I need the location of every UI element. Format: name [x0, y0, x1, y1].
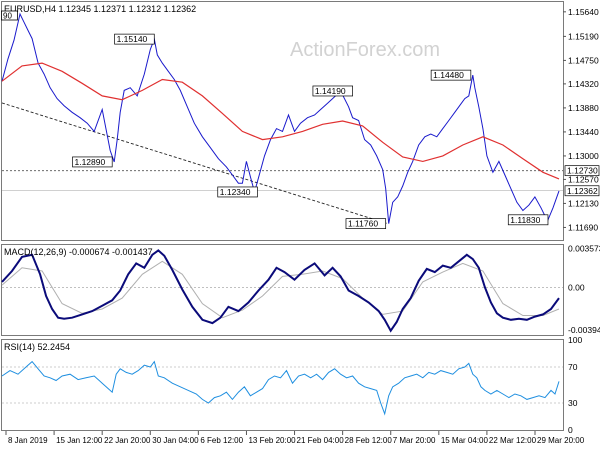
price-annotation-label: 1.14190: [315, 86, 346, 96]
trendline: [1, 102, 388, 225]
price-annotation-label: 1.11830: [510, 215, 540, 225]
price-y-tick-label: 1.12130: [568, 198, 599, 208]
price-y-tick-label: 1.14750: [568, 55, 599, 65]
price-annotation-box: [72, 156, 113, 168]
price-annotation-label: 1.11760: [348, 219, 378, 229]
price-title: EURUSD,H4 1.12345 1.12371 1.12312 1.1236…: [4, 4, 196, 14]
price-annotation-label: 1.15140: [117, 34, 148, 44]
x-tick-label: 7 Mar 20:00: [393, 436, 436, 445]
price-horizontal-levels: [1, 102, 563, 225]
x-tick-label: 13 Feb 20:00: [248, 436, 296, 445]
price-annotation-box: [430, 69, 472, 81]
x-tick-label: 8 Jan 2019: [8, 436, 48, 445]
price-y-tick-label: 1.12570: [568, 174, 599, 184]
price-annotation-label: 1.14480: [433, 70, 464, 80]
rsi-line: [1, 360, 560, 416]
price-marker-box: [564, 165, 600, 177]
price-annotation-label: 1.12340: [220, 187, 251, 197]
price-annotation-label: 1.12890: [74, 157, 105, 167]
x-tick-label: 21 Feb 04:00: [297, 436, 345, 445]
macd-y-tick-label: 0.003573: [568, 244, 600, 254]
watermark: ActionForex.com: [290, 39, 440, 61]
price-y-tick-label: 1.11690: [568, 222, 598, 232]
price-line: [1, 12, 560, 224]
top-left-tag: 90: [3, 12, 12, 21]
macd-y-tick-label: -0.003945: [568, 325, 600, 335]
x-tick-label: 29 Mar 20:00: [537, 436, 585, 445]
price-marker-label: 1.12362: [567, 186, 598, 196]
price-y-tick-label: 1.13440: [568, 127, 599, 137]
x-tick-label: 22 Jan 20:00: [104, 436, 151, 445]
price-marker-label: 1.12730: [567, 166, 598, 176]
rsi-title: RSI(14) 52.2454: [4, 342, 70, 352]
rsi-panel: [1, 339, 564, 431]
price-y-tick-label: 1.13880: [568, 103, 599, 113]
rsi-y-tick-label: 70: [568, 362, 578, 372]
macd-line: [1, 249, 560, 333]
macd-series: [1, 249, 563, 333]
rsi-y-axis: 100 70 30 0: [568, 335, 582, 435]
rsi-series: [1, 360, 563, 416]
price-annotations: 1.15140 1.14190 1.14480 1.12890 1.12340 1.117…: [72, 33, 549, 229]
price-annotation-box: [217, 186, 258, 198]
price-annotation-box: [114, 33, 155, 45]
x-tick-label: 15 Jan 12:00: [56, 436, 103, 445]
moving-average-line: [1, 62, 560, 180]
x-tick-label: 30 Jan 04:00: [152, 436, 199, 445]
price-panel: [1, 1, 564, 241]
price-y-tick-label: 1.14320: [568, 79, 599, 89]
macd-panel: [1, 244, 564, 336]
price-annotation-box: [312, 85, 353, 97]
price-annotation-box: [345, 218, 387, 229]
time-x-axis: 8 Jan 2019 15 Jan 12:00 22 Jan 20:00 30 Jan…: [5, 431, 585, 445]
rsi-y-tick-label: 30: [568, 398, 578, 408]
price-marker-box: [564, 185, 600, 197]
x-tick-label: 28 Feb 12:00: [345, 436, 393, 445]
x-tick-label: 15 Mar 04:00: [441, 436, 489, 445]
macd-y-tick-label: 0.00: [568, 282, 585, 292]
rsi-y-tick-label: 100: [568, 335, 582, 345]
macd-title: MACD(12,26,9) -0.000674 -0.001437: [4, 247, 153, 257]
x-tick-label: 22 Mar 12:00: [489, 436, 537, 445]
price-y-tick-label: 1.15190: [568, 31, 599, 41]
price-series: [1, 12, 560, 224]
macd-y-axis: 0.003573 0.00 -0.003945: [568, 244, 600, 336]
price-y-tick-label: 1.13000: [568, 151, 599, 161]
price-y-axis: 1.15640 1.15190 1.14750 1.14320 1.13880 1.134…: [563, 7, 600, 232]
top-left-tag-box: [1, 10, 18, 21]
x-tick-label: 6 Feb 12:00: [200, 436, 243, 445]
price-annotation-box: [507, 214, 549, 226]
rsi-y-tick-label: 0: [568, 425, 573, 435]
price-y-tick-label: 1.15640: [568, 7, 599, 17]
